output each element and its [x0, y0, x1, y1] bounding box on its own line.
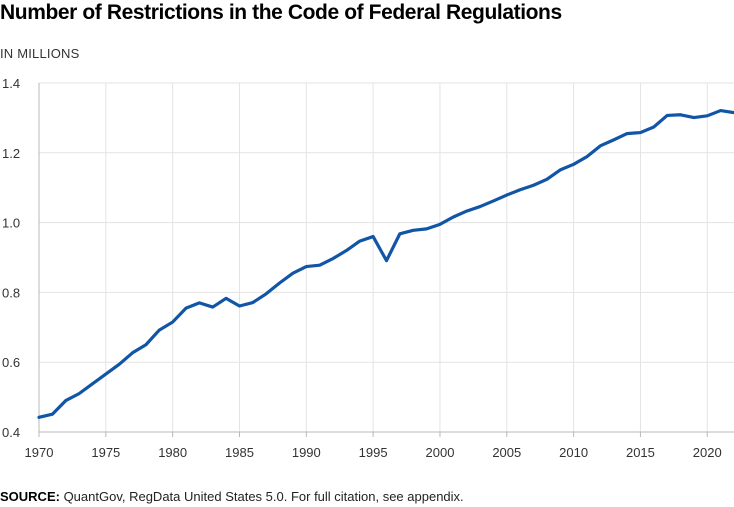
x-tick-label: 1975 [91, 445, 120, 460]
data-point [292, 272, 294, 275]
data-point [105, 373, 107, 375]
data-point [278, 282, 281, 284]
data-point [198, 302, 201, 304]
data-point [51, 413, 54, 416]
data-point [719, 109, 722, 112]
line-chart: 1970 1975 1980 1985 1990 1995 2000 2005 2010 2015… [2, 76, 734, 460]
source-note: SOURCE: QuantGov, RegData United States … [0, 489, 464, 504]
data-point [131, 351, 134, 354]
x-tick-label: 2020 [693, 445, 722, 460]
data-point [265, 292, 268, 295]
y-tick-label: 0.6 [2, 355, 20, 370]
data-point [91, 383, 94, 385]
y-tick-label: 1.0 [2, 216, 20, 231]
x-tick-label: 1985 [225, 445, 254, 460]
x-tick-label: 1990 [292, 445, 321, 460]
data-point [572, 163, 575, 166]
data-point [546, 178, 548, 181]
data-point [118, 363, 120, 366]
series [37, 108, 734, 419]
x-tick-label: 1980 [158, 445, 187, 460]
data-point [505, 194, 508, 196]
data-point [345, 249, 348, 252]
source-text: QuantGov, RegData United States 5.0. For… [59, 489, 464, 504]
data-point [372, 235, 374, 238]
data-point [145, 343, 147, 346]
data-point [465, 210, 468, 212]
data-point [679, 113, 682, 116]
data-point [225, 297, 227, 300]
data-point [532, 184, 535, 187]
x-tick-label: 2015 [626, 445, 655, 460]
data-point [252, 301, 254, 304]
source-label: SOURCE: [0, 489, 60, 504]
data-point [452, 216, 455, 218]
y-tick-label: 1.2 [2, 146, 20, 161]
axes [38, 83, 734, 437]
tick-labels: 1970 1975 1980 1985 1990 1995 2000 2005 2010 2015… [2, 76, 722, 460]
x-tick-label: 2000 [426, 445, 455, 460]
data-point [653, 126, 655, 128]
data-point [559, 169, 562, 171]
x-tick-label: 1970 [25, 445, 54, 460]
data-point [211, 306, 214, 308]
y-tick-label: 0.8 [2, 285, 20, 300]
y-tick-label: 0.4 [2, 425, 20, 440]
data-point [706, 115, 709, 117]
x-tick-label: 1995 [359, 445, 388, 460]
y-axis-unit-label: IN MILLIONS [0, 46, 80, 61]
data-point [586, 155, 588, 158]
data-point [305, 265, 308, 268]
data-point [238, 305, 241, 307]
data-point [599, 145, 602, 147]
data-point [693, 116, 695, 119]
data-point [185, 307, 187, 309]
data-point [412, 229, 415, 232]
grid [39, 82, 734, 432]
data-point [158, 329, 161, 331]
data-point [479, 205, 481, 208]
y-tick-label: 1.4 [2, 76, 20, 91]
data-point [385, 259, 388, 262]
data-point [318, 264, 321, 266]
x-tick-label: 2010 [559, 445, 588, 460]
chart-title: Number of Restrictions in the Code of Fe… [0, 1, 562, 24]
data-point [78, 392, 80, 395]
data-point [171, 321, 174, 323]
data-point [399, 232, 401, 235]
data-point [425, 228, 428, 230]
x-tick-label: 2005 [492, 445, 521, 460]
data-point [519, 188, 521, 191]
data-point [439, 223, 441, 226]
data-point [38, 416, 40, 419]
data-point [666, 114, 668, 117]
data-point [639, 131, 642, 134]
data-point [332, 257, 334, 260]
data-point [626, 132, 628, 135]
data-point [64, 399, 67, 402]
series-line [37, 108, 734, 419]
data-point [612, 139, 615, 141]
data-point [358, 240, 361, 242]
data-point [492, 200, 495, 202]
